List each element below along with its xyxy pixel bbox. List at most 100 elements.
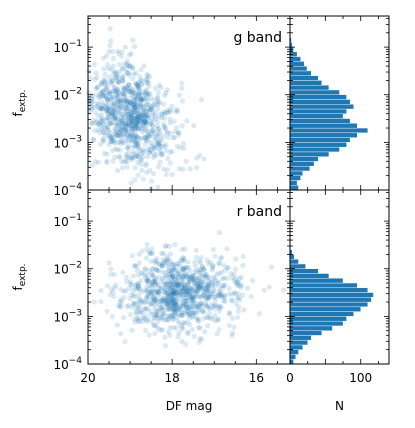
scatter-point [120, 89, 126, 95]
scatter-point [171, 296, 177, 302]
scatter-point [149, 140, 155, 146]
scatter-point [104, 96, 110, 102]
scatter-point [199, 303, 205, 309]
y-tick-label: 10−3 [53, 134, 82, 150]
scatter-point [135, 316, 141, 322]
scatter-point [120, 131, 126, 137]
scatter-point [192, 269, 198, 275]
scatter-point [135, 113, 141, 119]
scatter-point [211, 288, 217, 294]
scatter-point [120, 140, 126, 146]
scatter-point [143, 138, 149, 144]
scatter-point [171, 282, 178, 288]
scatter-point [110, 93, 116, 100]
scatter-point [167, 301, 173, 307]
scatter-point [146, 128, 152, 135]
scatter-point [110, 103, 116, 109]
scatter-point [127, 132, 133, 138]
scatter-point [175, 288, 182, 294]
scatter-point [118, 303, 124, 309]
scatter-point [98, 104, 104, 110]
scatter-point [134, 107, 140, 113]
scatter-point [129, 123, 135, 129]
scatter-point [149, 280, 155, 286]
scatter-point [155, 268, 161, 274]
scatter-point [196, 277, 202, 283]
scatter-point [190, 309, 196, 315]
scatter-point [191, 281, 197, 287]
scatter-point [195, 304, 201, 310]
scatter-point [195, 303, 202, 309]
scatter-point [142, 134, 148, 140]
scatter-point [147, 147, 153, 153]
scatter-point [191, 272, 197, 279]
scatter-point [240, 292, 246, 298]
scatter-point [240, 262, 246, 268]
scatter-point [187, 166, 193, 172]
scatter-point [190, 288, 196, 294]
scatter-point [169, 172, 175, 178]
scatter-point [110, 88, 116, 94]
scatter-point [118, 114, 124, 120]
scatter-point [189, 273, 195, 279]
scatter-point [167, 116, 173, 122]
scatter-point [104, 123, 110, 129]
scatter-point [135, 141, 142, 147]
axes-overlay [87, 15, 390, 365]
scatter-point [169, 278, 175, 284]
scatter-point [89, 98, 95, 104]
scatter-point [123, 287, 129, 294]
scatter-point [155, 119, 161, 125]
scatter-point [112, 114, 118, 120]
scatter-point [104, 117, 110, 124]
scatter-point [124, 304, 130, 310]
scatter-point [147, 167, 153, 173]
scatter-point [183, 291, 189, 297]
scatter-point [125, 145, 131, 151]
scatter-point [151, 154, 157, 161]
scatter-point [126, 88, 132, 95]
scatter-point [238, 284, 244, 291]
scatter-point [179, 313, 185, 319]
scatter-point [121, 288, 127, 294]
scatter-point [102, 103, 108, 110]
scatter-point [117, 141, 124, 147]
scatter-point [124, 61, 130, 67]
scatter-point [150, 279, 156, 285]
scatter-point [129, 89, 135, 95]
scatter-point [96, 113, 102, 119]
scatter-point [165, 155, 171, 162]
scatter-point [103, 105, 110, 111]
scatter-point [160, 257, 166, 263]
scatter-point [281, 287, 287, 293]
scatter-point [146, 107, 152, 114]
scatter-point [133, 108, 139, 114]
scatter-point [188, 275, 194, 281]
scatter-point [128, 114, 135, 121]
scatter-point [122, 113, 128, 119]
scatter-point [130, 138, 136, 144]
scatter-point [129, 129, 135, 135]
scatter-point [135, 83, 141, 89]
scatter-point [111, 271, 117, 277]
scatter-point [104, 62, 111, 68]
scatter-point [129, 126, 135, 132]
scatter-point [108, 271, 114, 278]
scatter-point [113, 146, 119, 152]
scatter-point [99, 79, 105, 86]
histogram-bar [289, 297, 372, 303]
scatter-point [187, 285, 194, 291]
scatter-point [127, 102, 133, 108]
scatter-point [163, 242, 169, 249]
scatter-point [113, 131, 119, 137]
scatter-point [140, 314, 146, 321]
scatter-point [162, 243, 169, 250]
scatter-point [112, 107, 118, 113]
scatter-point [151, 102, 157, 108]
scatter-point [109, 136, 115, 142]
scatter-point [144, 277, 150, 283]
scatter-point [261, 287, 267, 293]
histogram-bar [289, 292, 374, 298]
scatter-point [130, 103, 137, 109]
